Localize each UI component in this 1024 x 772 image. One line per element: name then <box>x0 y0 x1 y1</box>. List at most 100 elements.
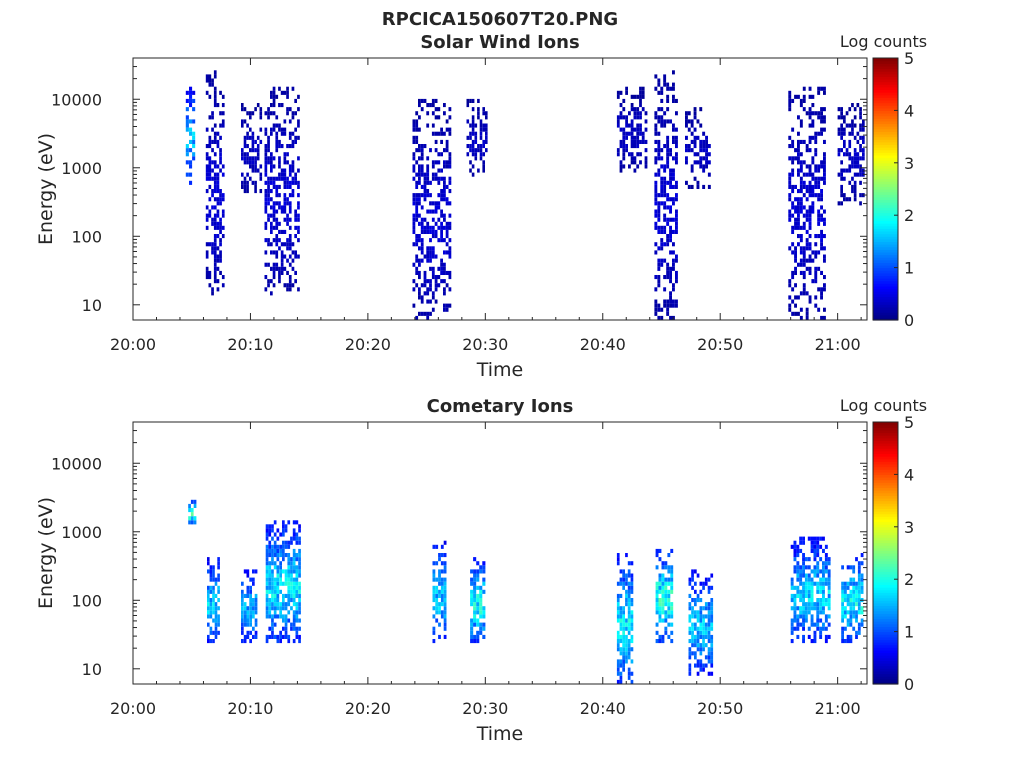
spectrogram-cell <box>696 598 700 603</box>
spectrogram-cell <box>254 606 258 611</box>
spectrogram-cell <box>802 107 806 112</box>
spectrogram-cell <box>657 262 661 267</box>
spectrogram-cell <box>213 189 217 194</box>
spectrogram-cell <box>469 144 472 149</box>
spectrogram-cell <box>415 258 419 263</box>
spectrogram-cell <box>214 634 218 639</box>
spectrogram-cell <box>273 585 277 590</box>
spectrogram-cell <box>470 602 474 607</box>
spectrogram-cell <box>270 205 273 210</box>
spectrogram-cell <box>669 148 672 153</box>
spectrogram-cell <box>672 184 675 189</box>
spectrogram-cell <box>791 299 795 304</box>
spectrogram-cell <box>822 606 825 611</box>
spectrogram-cell <box>702 585 705 590</box>
spectrogram-cell <box>474 148 478 153</box>
colorbar-step <box>873 516 898 520</box>
spectrogram-cell <box>666 98 670 103</box>
spectrogram-cell <box>664 614 668 619</box>
spectrogram-cell <box>636 135 640 140</box>
spectrogram-cell <box>814 180 818 185</box>
spectrogram-cell <box>440 139 443 144</box>
spectrogram-cell <box>844 626 847 631</box>
spectrogram-cell <box>627 598 631 603</box>
spectrogram-cell <box>279 630 282 635</box>
spectrogram-cell <box>217 606 220 611</box>
spectrogram-cell <box>448 107 452 112</box>
y-axis-label: Energy (eV) <box>35 133 57 245</box>
spectrogram-cell <box>219 90 222 95</box>
spectrogram-cell <box>267 115 270 120</box>
spectrogram-cell <box>696 626 700 631</box>
spectrogram-cell <box>434 131 438 136</box>
spectrogram-cell <box>859 127 862 132</box>
spectrogram-cell <box>440 270 443 275</box>
spectrogram-cell <box>707 577 711 582</box>
spectrogram-cell <box>843 152 846 157</box>
spectrogram-cell <box>241 180 244 185</box>
spectrogram-cell <box>843 168 846 173</box>
spectrogram-cell <box>415 172 419 177</box>
spectrogram-cell <box>412 217 416 222</box>
spectrogram-cell <box>616 679 620 684</box>
spectrogram-cell <box>627 561 631 566</box>
spectrogram-cell <box>292 581 296 586</box>
spectrogram-cell <box>437 152 441 157</box>
spectrogram-cell <box>283 266 287 271</box>
spectrogram-cell <box>699 659 703 664</box>
spectrogram-cell <box>856 156 860 161</box>
spectrogram-cell <box>479 148 483 153</box>
colorbar-step <box>873 636 898 641</box>
colorbar-step <box>873 649 898 654</box>
spectrogram-cell <box>295 610 299 615</box>
spectrogram-cell <box>669 184 672 189</box>
spectrogram-cell <box>694 610 697 615</box>
spectrogram-cell <box>702 614 705 619</box>
spectrogram-cell <box>661 606 665 611</box>
spectrogram-cell <box>660 201 664 206</box>
spectrogram-cell <box>476 630 480 635</box>
spectrogram-cell <box>208 74 212 79</box>
spectrogram-cell <box>793 553 797 558</box>
spectrogram-cell <box>445 250 449 255</box>
spectrogram-cell <box>622 618 625 623</box>
spectrogram-cell <box>435 589 439 594</box>
spectrogram-cell <box>691 614 694 619</box>
spectrogram-cell <box>282 540 285 545</box>
spectrogram-cell <box>704 602 708 607</box>
spectrogram-cell <box>288 262 292 267</box>
spectrogram-cell <box>268 602 272 607</box>
spectrogram-cell <box>675 197 678 202</box>
spectrogram-cell <box>212 577 215 582</box>
spectrogram-cell <box>440 585 444 590</box>
spectrogram-cell <box>820 242 823 247</box>
spectrogram-cell <box>797 189 800 194</box>
spectrogram-cell <box>282 581 285 586</box>
spectrogram-cell <box>704 643 708 648</box>
spectrogram-cell <box>291 86 295 91</box>
spectrogram-cell <box>696 119 700 124</box>
spectrogram-cell <box>415 119 419 124</box>
spectrogram-cell <box>824 544 828 549</box>
spectrogram-cell <box>254 168 257 173</box>
spectrogram-cell <box>851 189 854 194</box>
colorbar-step <box>873 230 898 235</box>
spectrogram-cell <box>279 553 282 558</box>
spectrogram-cell <box>859 123 862 128</box>
spectrogram-cell <box>295 565 299 570</box>
spectrogram-cell <box>837 201 841 206</box>
spectrogram-cell <box>212 602 215 607</box>
spectrogram-cell <box>802 213 806 218</box>
spectrogram-cell <box>284 593 288 598</box>
spectrogram-cell <box>272 270 276 275</box>
spectrogram-cell <box>445 127 449 132</box>
spectrogram-cell <box>657 279 661 284</box>
colorbar-step <box>873 131 898 135</box>
spectrogram-cell <box>707 184 711 189</box>
spectrogram-cell <box>699 663 703 668</box>
spectrogram-cell <box>254 634 258 639</box>
spectrogram-cell <box>672 217 675 222</box>
spectrogram-cell <box>267 189 270 194</box>
spectrogram-cell <box>415 193 419 198</box>
